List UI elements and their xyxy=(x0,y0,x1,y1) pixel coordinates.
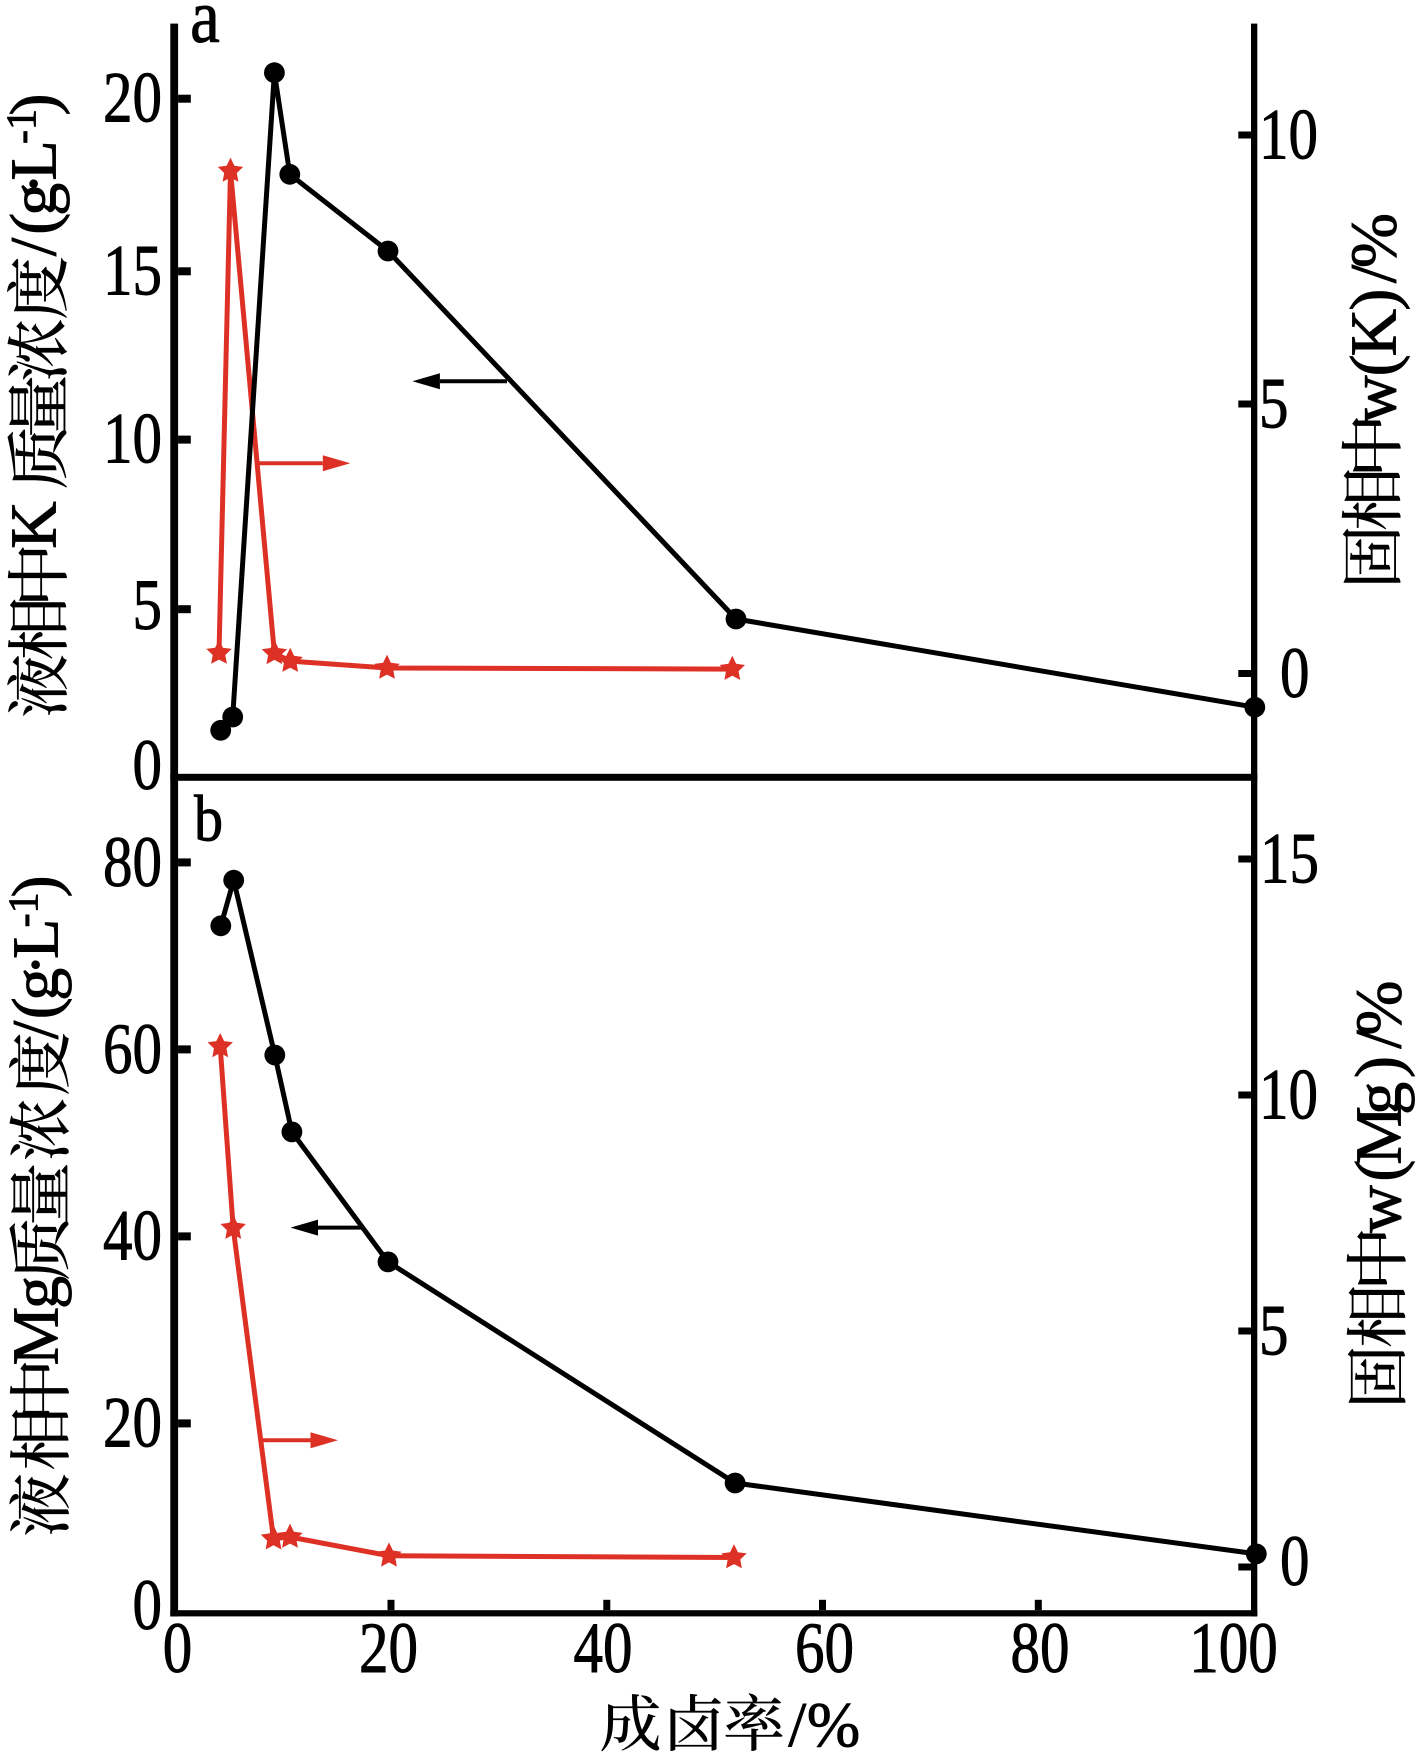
svg-text:b: b xyxy=(194,783,223,855)
svg-text:0: 0 xyxy=(132,1566,162,1646)
svg-text:60: 60 xyxy=(103,1010,162,1090)
svg-text:K: K xyxy=(0,501,71,549)
svg-text:·: · xyxy=(0,173,71,195)
svg-text:80: 80 xyxy=(1010,1609,1069,1689)
svg-text:0: 0 xyxy=(1280,1522,1310,1602)
svg-text:/: / xyxy=(0,237,71,256)
svg-text:5: 5 xyxy=(132,566,162,646)
svg-text:/: / xyxy=(0,1020,73,1039)
svg-text:w: w xyxy=(1342,1185,1415,1233)
svg-text:0: 0 xyxy=(163,1609,193,1689)
svg-text:80: 80 xyxy=(103,823,162,903)
svg-text:60: 60 xyxy=(795,1609,854,1689)
svg-text:15: 15 xyxy=(103,231,162,311)
svg-text:%: % xyxy=(1337,213,1410,268)
svg-text:M: M xyxy=(1342,1106,1415,1165)
svg-text:·: · xyxy=(0,954,73,976)
svg-text:L: L xyxy=(0,140,71,180)
svg-text:a: a xyxy=(190,0,220,59)
svg-text:g: g xyxy=(1342,1082,1415,1115)
svg-text:/: / xyxy=(1342,1030,1415,1049)
svg-text:0: 0 xyxy=(1280,634,1310,714)
svg-text:100: 100 xyxy=(1189,1609,1278,1689)
svg-text:15: 15 xyxy=(1260,819,1319,899)
svg-text:%: % xyxy=(1342,981,1415,1036)
svg-text:(: ( xyxy=(0,213,71,235)
svg-text:g: g xyxy=(0,1276,73,1309)
svg-text:40: 40 xyxy=(573,1609,632,1689)
svg-text:g: g xyxy=(0,183,71,216)
svg-text:/: / xyxy=(788,1689,806,1760)
svg-text:5: 5 xyxy=(1259,1291,1289,1371)
svg-text:(: ( xyxy=(0,997,73,1019)
svg-text:-1: -1 xyxy=(2,892,48,927)
svg-text:): ) xyxy=(0,875,73,897)
svg-text:(: ( xyxy=(1342,1160,1415,1182)
svg-text:): ) xyxy=(1337,289,1410,311)
svg-text:): ) xyxy=(1342,1056,1415,1078)
svg-text:40: 40 xyxy=(103,1196,162,1276)
svg-text:): ) xyxy=(0,94,71,116)
svg-text:/: / xyxy=(1337,264,1410,283)
svg-text:g: g xyxy=(0,968,73,1001)
svg-text:w: w xyxy=(1337,375,1410,423)
svg-text:20: 20 xyxy=(359,1609,418,1689)
svg-text:(: ( xyxy=(1337,354,1410,376)
svg-text:0: 0 xyxy=(132,726,162,806)
svg-text:10: 10 xyxy=(103,399,162,479)
svg-text:10: 10 xyxy=(1259,1055,1318,1135)
svg-text:L: L xyxy=(0,919,73,959)
svg-text:20: 20 xyxy=(103,1383,162,1463)
svg-text:K: K xyxy=(1337,309,1410,357)
svg-text:20: 20 xyxy=(103,58,162,138)
svg-text:10: 10 xyxy=(1259,95,1318,175)
svg-text:-1: -1 xyxy=(0,109,46,144)
svg-text:M: M xyxy=(0,1307,73,1366)
svg-text:%: % xyxy=(807,1689,860,1760)
svg-text:5: 5 xyxy=(1259,364,1289,444)
